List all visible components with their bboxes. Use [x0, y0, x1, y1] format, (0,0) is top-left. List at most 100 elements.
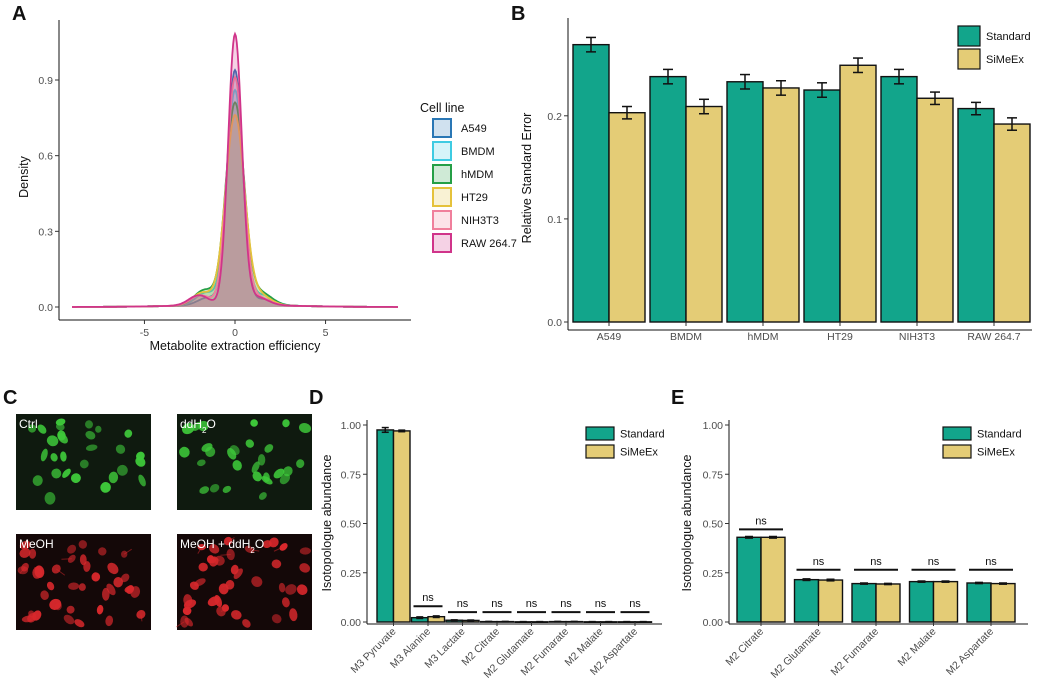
cell	[271, 559, 282, 569]
cell	[32, 610, 42, 621]
legend-label-simeex: SiMeEx	[977, 447, 1015, 459]
cell	[282, 419, 290, 428]
panel-c-micrographs: Ctrl ddH2O MeOH MeOH + ddH2O	[16, 414, 312, 630]
x-tick-label: 0	[232, 327, 238, 339]
cell	[66, 605, 75, 614]
cell	[299, 547, 311, 555]
bar-standard-raw-264-7	[957, 107, 995, 323]
legend-swatch-ht29	[432, 187, 452, 207]
significance-label-m2-malate: ns	[928, 556, 940, 568]
cell	[28, 548, 37, 559]
density-area-hmdm	[72, 102, 398, 308]
y-tick-label: 0.6	[38, 151, 53, 163]
cell	[182, 606, 192, 616]
legend-swatch-simeex	[942, 444, 972, 459]
x-tick-label-m2-glutamate: M2 Glutamate	[769, 626, 824, 681]
cell-process	[235, 612, 238, 615]
bar-standard-ht29	[803, 89, 841, 323]
cell	[120, 573, 130, 583]
legend-label-a549: A549	[461, 123, 487, 135]
cell-nuclei	[175, 536, 311, 628]
cell	[279, 473, 291, 485]
cell	[135, 456, 146, 467]
x-tick-label: -5	[140, 327, 149, 339]
cell	[95, 425, 102, 433]
rse-bars	[572, 36, 1031, 323]
cell	[205, 446, 216, 457]
x-tick-label-bmdm: BMDM	[670, 331, 702, 343]
cell	[230, 564, 239, 575]
significance-label-m2-aspartate: ns	[985, 556, 997, 568]
bar-standard-m2-glutamate	[793, 578, 820, 623]
bar-simeex-m2-malate	[932, 580, 959, 623]
cell	[44, 491, 56, 505]
cell	[130, 586, 141, 598]
cell-nuclei	[17, 540, 146, 628]
cell-line-legend: Cell line A549 BMDM hMDM HT29 NIH3T3 RAW 264.…	[420, 101, 517, 253]
cell-process	[175, 621, 185, 628]
cell	[138, 474, 146, 487]
micrograph-meoh: MeOH	[16, 534, 151, 630]
cell	[101, 587, 110, 601]
y-tick-label: 0.00	[341, 617, 362, 629]
cell	[108, 471, 119, 484]
cell	[105, 615, 114, 627]
bar-simeex-bmdm	[685, 105, 723, 323]
panel-letter-a: A	[12, 3, 26, 25]
cell	[106, 583, 116, 596]
significance-label-m2-aspartate: ns	[629, 598, 641, 610]
cell-process	[61, 558, 72, 560]
bar-simeex-hmdm	[762, 87, 800, 323]
cell	[78, 540, 88, 549]
significance-label-m2-glutamate: ns	[526, 598, 538, 610]
cell	[51, 564, 61, 574]
cell	[55, 423, 65, 431]
bar-simeex-m2-aspartate	[990, 582, 1016, 623]
y-axis-title: Density	[17, 155, 31, 197]
y-tick-label: 1.00	[703, 420, 724, 432]
cell	[85, 430, 96, 440]
bar-standard-m2-malate	[908, 580, 935, 623]
micrograph-ctrl: Ctrl	[16, 414, 151, 510]
panel-letter-c: C	[3, 387, 17, 409]
cell	[54, 602, 62, 611]
bar-standard-m2-citrate	[736, 536, 762, 623]
cell	[85, 444, 98, 451]
legend-label-simeex: SiMeEx	[986, 54, 1024, 66]
y-tick-label: 0.0	[38, 302, 53, 314]
cell	[40, 590, 49, 600]
cell-nuclei	[27, 418, 146, 505]
cell	[67, 544, 77, 554]
y-axis-title: Isotopologue abundance	[320, 454, 334, 591]
cell	[40, 448, 48, 462]
legend-swatch-standard	[957, 25, 981, 47]
cell	[124, 429, 133, 438]
cell	[298, 423, 312, 433]
micrograph-label-ddh2o: ddH2O	[180, 417, 216, 435]
cell	[115, 444, 126, 454]
legend-label-bmdm: BMDM	[461, 146, 495, 158]
legend-swatch-raw-264-7	[432, 233, 452, 253]
legend-label-nih3t3: NIH3T3	[461, 215, 499, 227]
cell	[282, 597, 290, 608]
cell	[189, 581, 199, 590]
cell-process	[220, 584, 231, 588]
legend-label-simeex: SiMeEx	[620, 447, 658, 459]
cell-process	[220, 554, 231, 556]
y-tick-label: 0.50	[341, 519, 362, 531]
x-tick-label-raw-264-7: RAW 264.7	[967, 331, 1020, 343]
y-axis-title: Isotopologue abundance	[680, 454, 694, 591]
legend-label-hmdm: hMDM	[461, 169, 493, 181]
cell	[51, 468, 62, 479]
cell	[271, 614, 282, 624]
cell	[136, 610, 146, 619]
legend-label-standard: Standard	[986, 31, 1031, 43]
bar-simeex-m2-glutamate	[817, 579, 844, 623]
cell	[230, 610, 242, 620]
cell	[227, 448, 237, 460]
bar-simeex-m3-pyruvate	[392, 430, 411, 623]
significance-label-m2-glutamate: ns	[813, 556, 825, 568]
panel-letter-d: D	[309, 387, 323, 409]
panel-a-ticks: -5 0 5 0.0 0.3 0.6 0.9	[38, 75, 328, 339]
cell	[221, 604, 230, 612]
